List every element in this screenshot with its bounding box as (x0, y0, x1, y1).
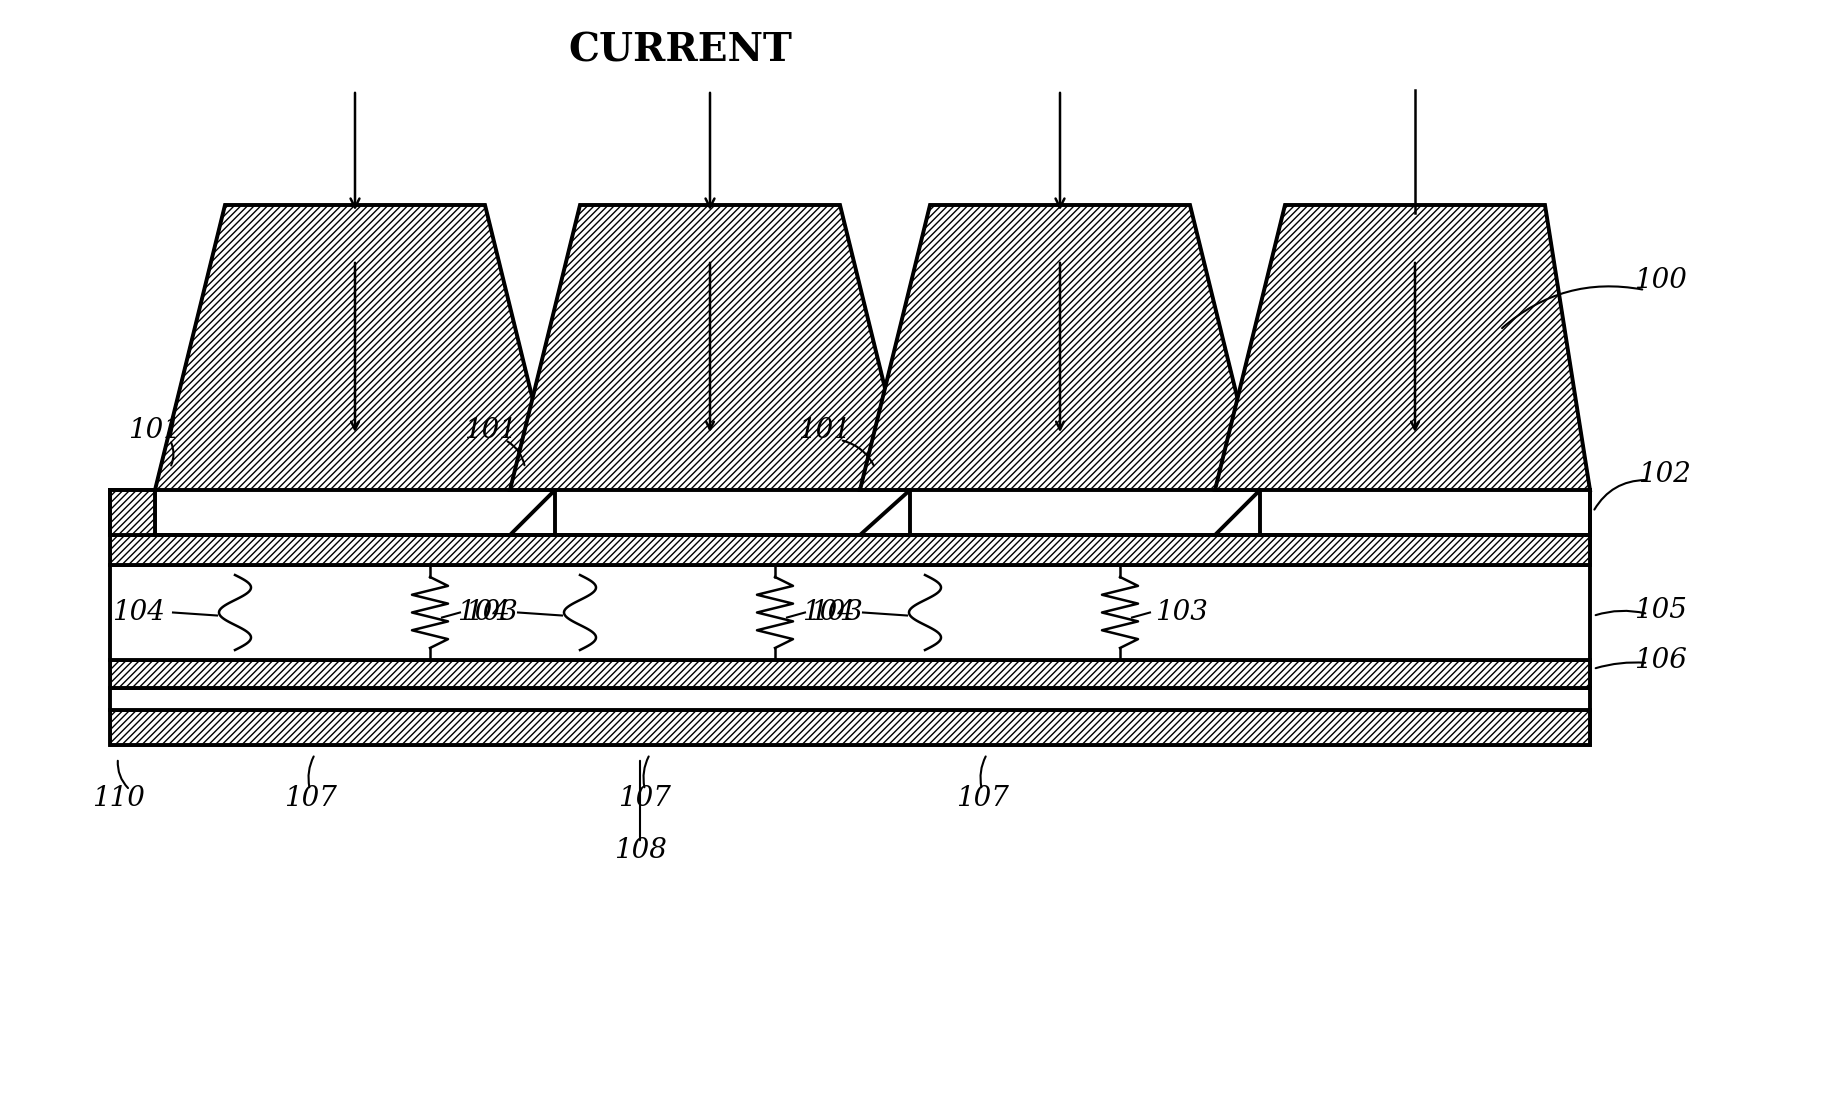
Text: 103: 103 (1155, 599, 1207, 627)
Text: 107: 107 (956, 785, 1009, 811)
Text: 104: 104 (457, 599, 510, 627)
Polygon shape (860, 206, 1260, 490)
Bar (109, 490, 1590, 535)
Bar (109, 688, 1590, 711)
Text: 101: 101 (464, 417, 517, 443)
Bar (510, 490, 910, 535)
Bar (860, 490, 1260, 535)
Text: 107: 107 (619, 785, 672, 811)
Bar (109, 490, 155, 535)
Text: 101: 101 (799, 417, 852, 443)
Text: 110: 110 (91, 785, 144, 811)
Text: 103: 103 (810, 599, 863, 627)
Bar (109, 565, 1590, 660)
Bar (109, 711, 1590, 745)
Text: 102: 102 (1639, 462, 1692, 488)
Bar (109, 660, 1590, 688)
Text: 104: 104 (113, 599, 166, 627)
Text: 101: 101 (129, 417, 182, 443)
Text: 100: 100 (1633, 266, 1686, 294)
Text: 104: 104 (801, 599, 856, 627)
Bar (109, 490, 1590, 535)
Text: 105: 105 (1633, 597, 1686, 623)
Text: 107: 107 (284, 785, 337, 811)
Polygon shape (155, 206, 555, 490)
Bar (1215, 490, 1590, 535)
Polygon shape (1215, 206, 1590, 490)
Text: 108: 108 (614, 836, 666, 863)
Text: CURRENT: CURRENT (568, 31, 792, 69)
Bar (109, 660, 1590, 688)
Polygon shape (510, 206, 910, 490)
Bar (109, 535, 1590, 565)
Text: 103: 103 (464, 599, 517, 627)
Bar (155, 490, 555, 535)
Bar (109, 711, 1590, 745)
Bar (109, 535, 1590, 565)
Text: 106: 106 (1633, 646, 1686, 674)
Bar (109, 490, 155, 535)
